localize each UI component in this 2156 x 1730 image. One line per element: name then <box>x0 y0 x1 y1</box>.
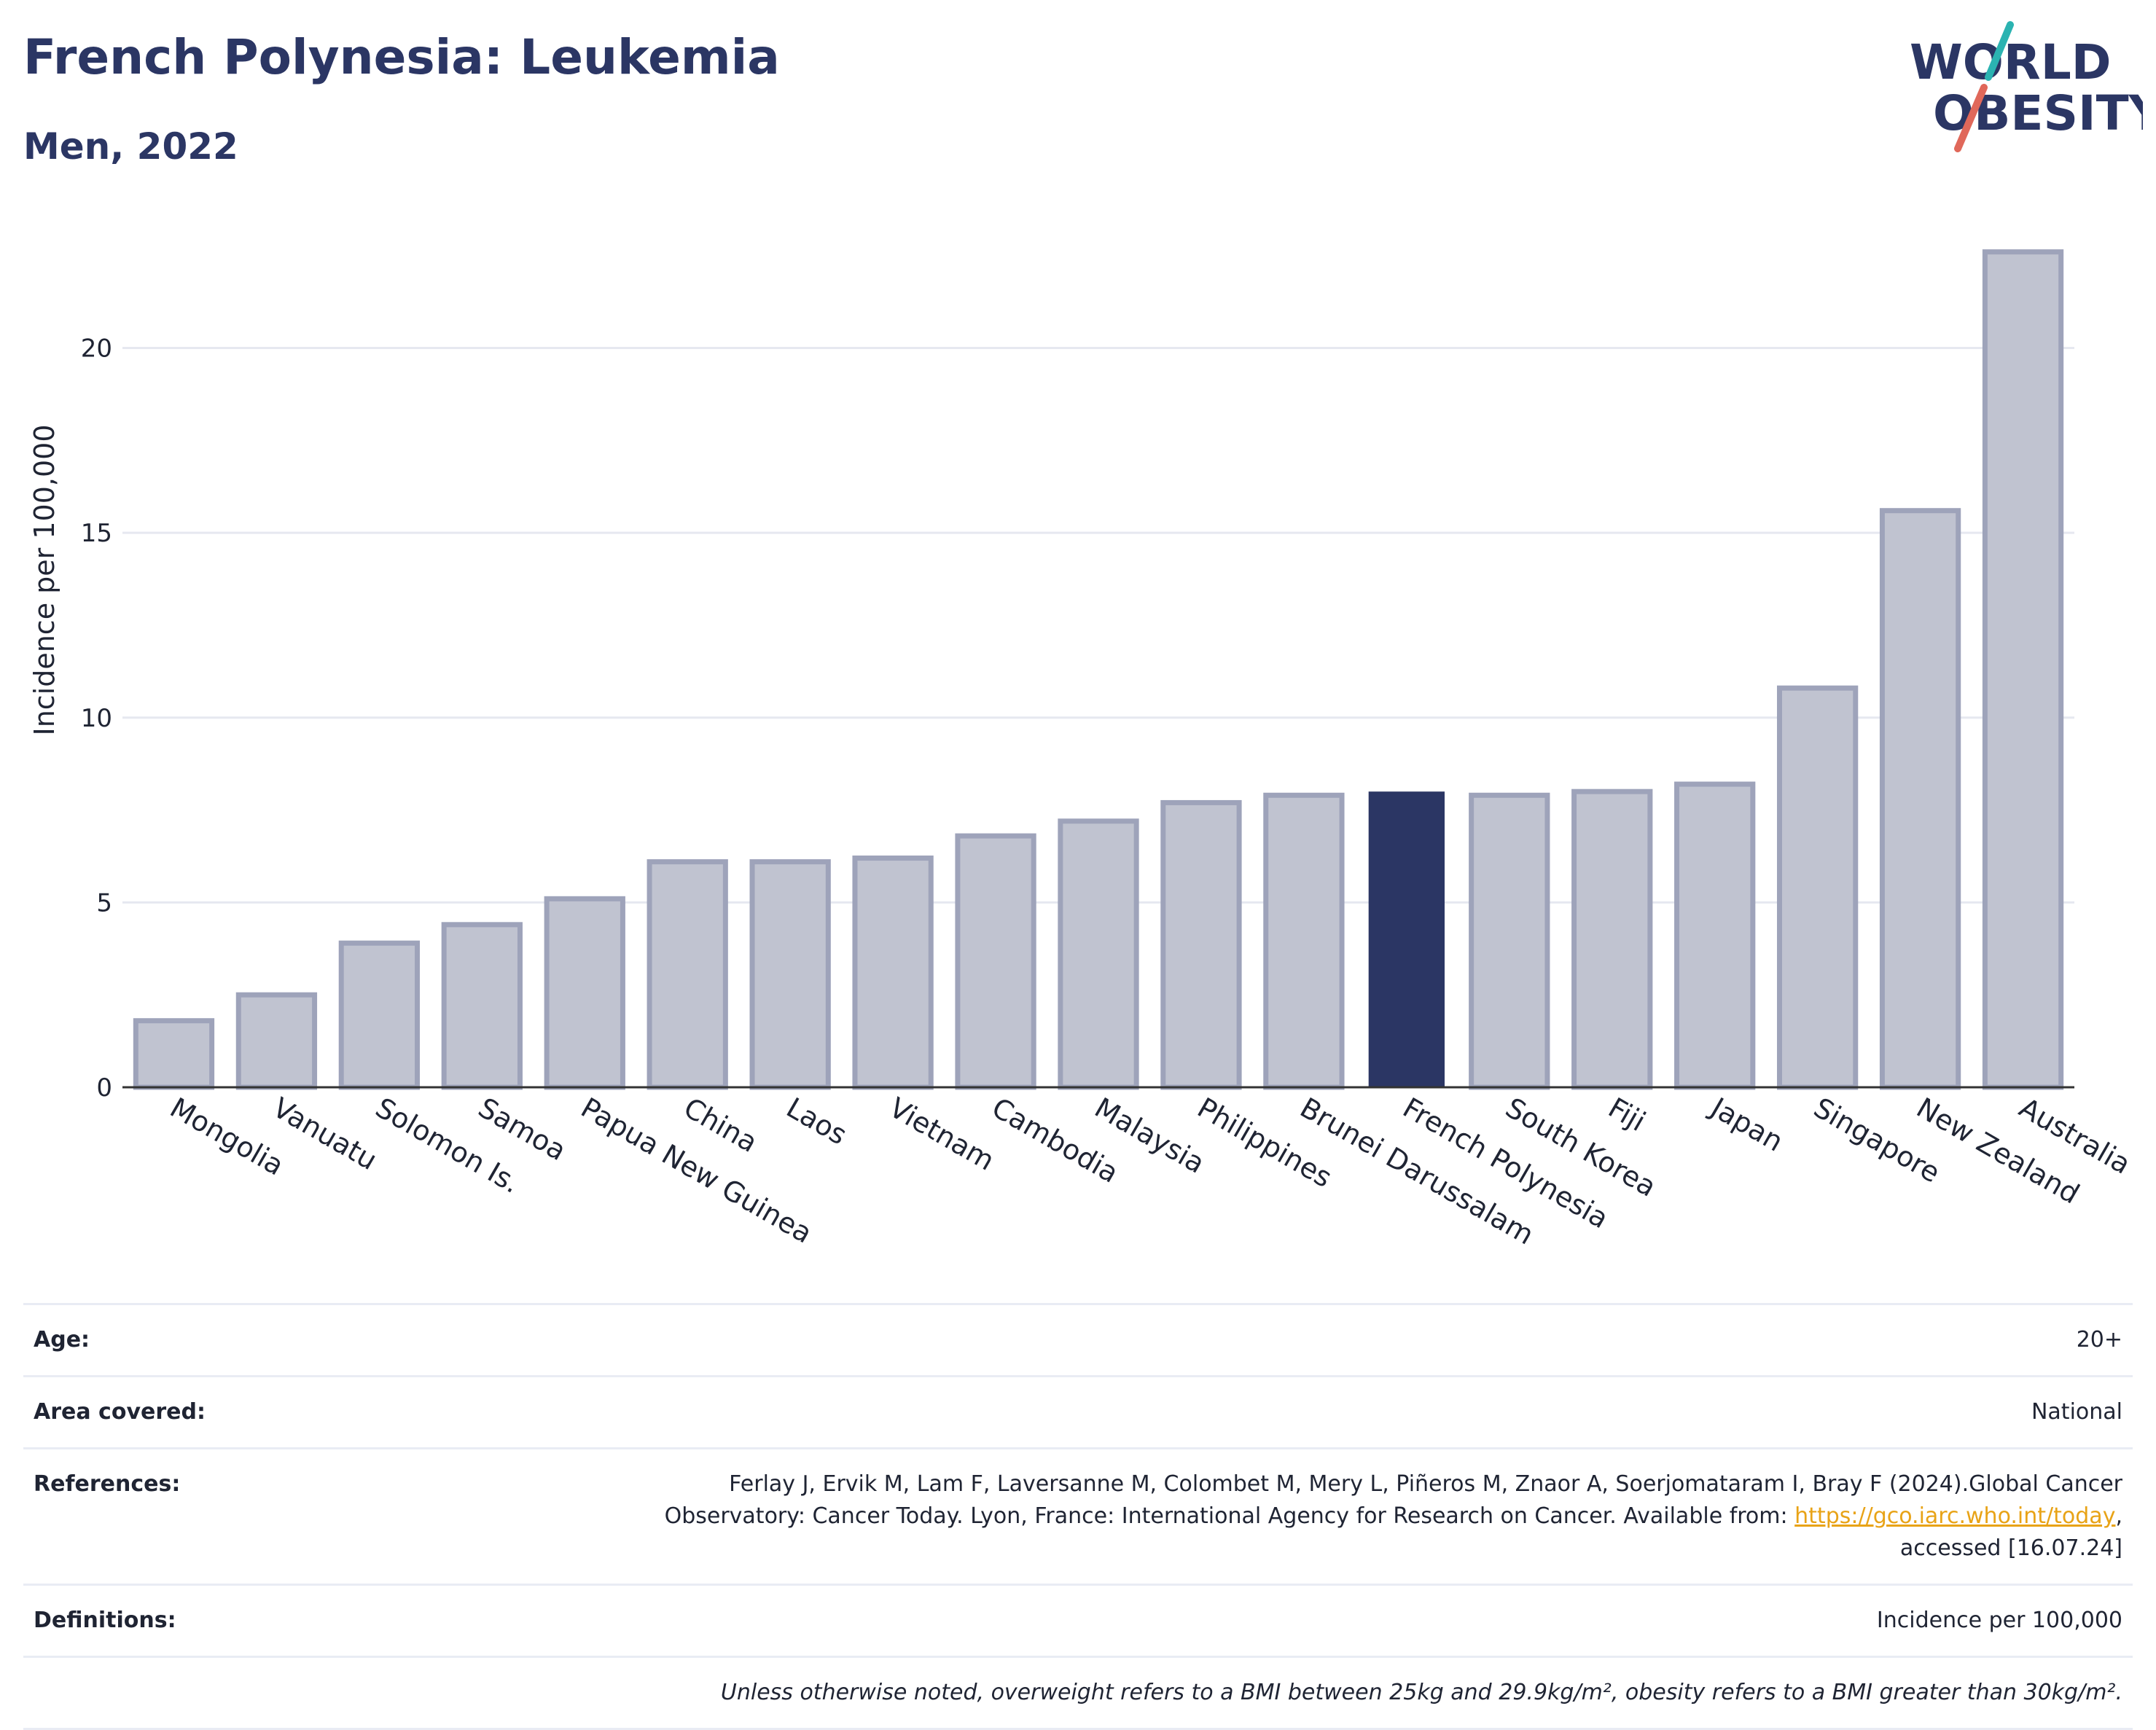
bar-japan <box>1674 781 1756 1090</box>
info-row-definitions: Definitions: Incidence per 100,000 <box>23 1584 2133 1657</box>
bar-samoa <box>441 922 523 1090</box>
age-value: 20+ <box>2076 1327 2122 1353</box>
references-value: Ferlay J, Ervik M, Lam F, Laversanne M, … <box>481 1449 2133 1585</box>
y-tick-label-15: 15 <box>81 519 112 548</box>
bar-south-korea <box>1469 792 1550 1090</box>
chart-title: French Polynesia: Leukemia <box>23 29 780 85</box>
bar-mongolia <box>133 1018 215 1090</box>
logo-text-world: WORLD <box>1910 34 2112 90</box>
definitions-value: Incidence per 100,000 <box>1876 1608 2122 1633</box>
references-line2: Observatory: Cancer Today. Lyon, France:… <box>664 1503 1795 1529</box>
references-line1: Ferlay J, Ervik M, Lam F, Laversanne M, … <box>729 1471 2122 1497</box>
bar-solomon-is <box>338 940 421 1090</box>
bar-cambodia <box>955 833 1036 1090</box>
bar-laos <box>749 859 831 1090</box>
bar-philippines <box>1160 799 1242 1090</box>
x-tick-label-vanuatu: Vanuatu <box>267 1092 383 1176</box>
y-tick-label-10: 10 <box>81 704 112 733</box>
bar-brunei-darussalam <box>1263 792 1345 1090</box>
bmi-note: Unless otherwise noted, overweight refer… <box>720 1680 2122 1705</box>
bar-vanuatu <box>235 992 318 1090</box>
bar-french-polynesia <box>1368 791 1445 1087</box>
info-row-note: Unless otherwise noted, overweight refer… <box>23 1656 2133 1729</box>
logo-slash-red <box>1954 84 1988 152</box>
bar-new-zealand <box>1879 508 1961 1090</box>
references-line3: accessed [16.07.24] <box>1899 1535 2122 1561</box>
bar-australia <box>1982 249 2064 1090</box>
references-line2-end: , <box>2115 1503 2122 1529</box>
bar-fiji <box>1571 788 1653 1090</box>
info-table: Age: 20+ Area covered: National Referenc… <box>23 1303 2133 1730</box>
x-tick-label-laos: Laos <box>781 1092 853 1151</box>
x-tick-label-japan: Japan <box>1704 1091 1789 1158</box>
age-label: Age: <box>34 1327 90 1353</box>
info-row-area: Area covered: National <box>23 1376 2133 1449</box>
bar-malaysia <box>1058 818 1139 1090</box>
x-tick-label-fiji: Fiji <box>1603 1092 1651 1138</box>
info-row-age: Age: 20+ <box>23 1304 2133 1377</box>
area-value: National <box>2031 1399 2122 1425</box>
bar-papua-new-guinea <box>544 896 625 1090</box>
y-tick-label-20: 20 <box>81 334 112 364</box>
y-tick-label-5: 5 <box>96 888 112 917</box>
bar-vietnam <box>852 856 934 1090</box>
bar-singapore <box>1776 685 1859 1090</box>
definitions-label: Definitions: <box>34 1608 176 1633</box>
x-tick-label-mongolia: Mongolia <box>165 1092 289 1182</box>
chart-subtitle: Men, 2022 <box>23 125 238 168</box>
logo-slash-teal <box>1985 21 2014 81</box>
world-obesity-logo: WORLD OBESITY <box>1910 21 2143 152</box>
bar-china <box>647 859 728 1090</box>
y-tick-label-0: 0 <box>96 1073 112 1103</box>
y-axis-label: Incidence per 100,000 <box>28 424 60 735</box>
area-label: Area covered: <box>34 1399 206 1425</box>
info-row-references: References: Ferlay J, Ervik M, Lam F, La… <box>23 1448 2133 1585</box>
references-label: References: <box>34 1471 181 1497</box>
references-link[interactable]: https://gco.iarc.who.int/today <box>1794 1503 2116 1529</box>
x-tick-label-vietnam: Vietnam <box>884 1092 1000 1177</box>
